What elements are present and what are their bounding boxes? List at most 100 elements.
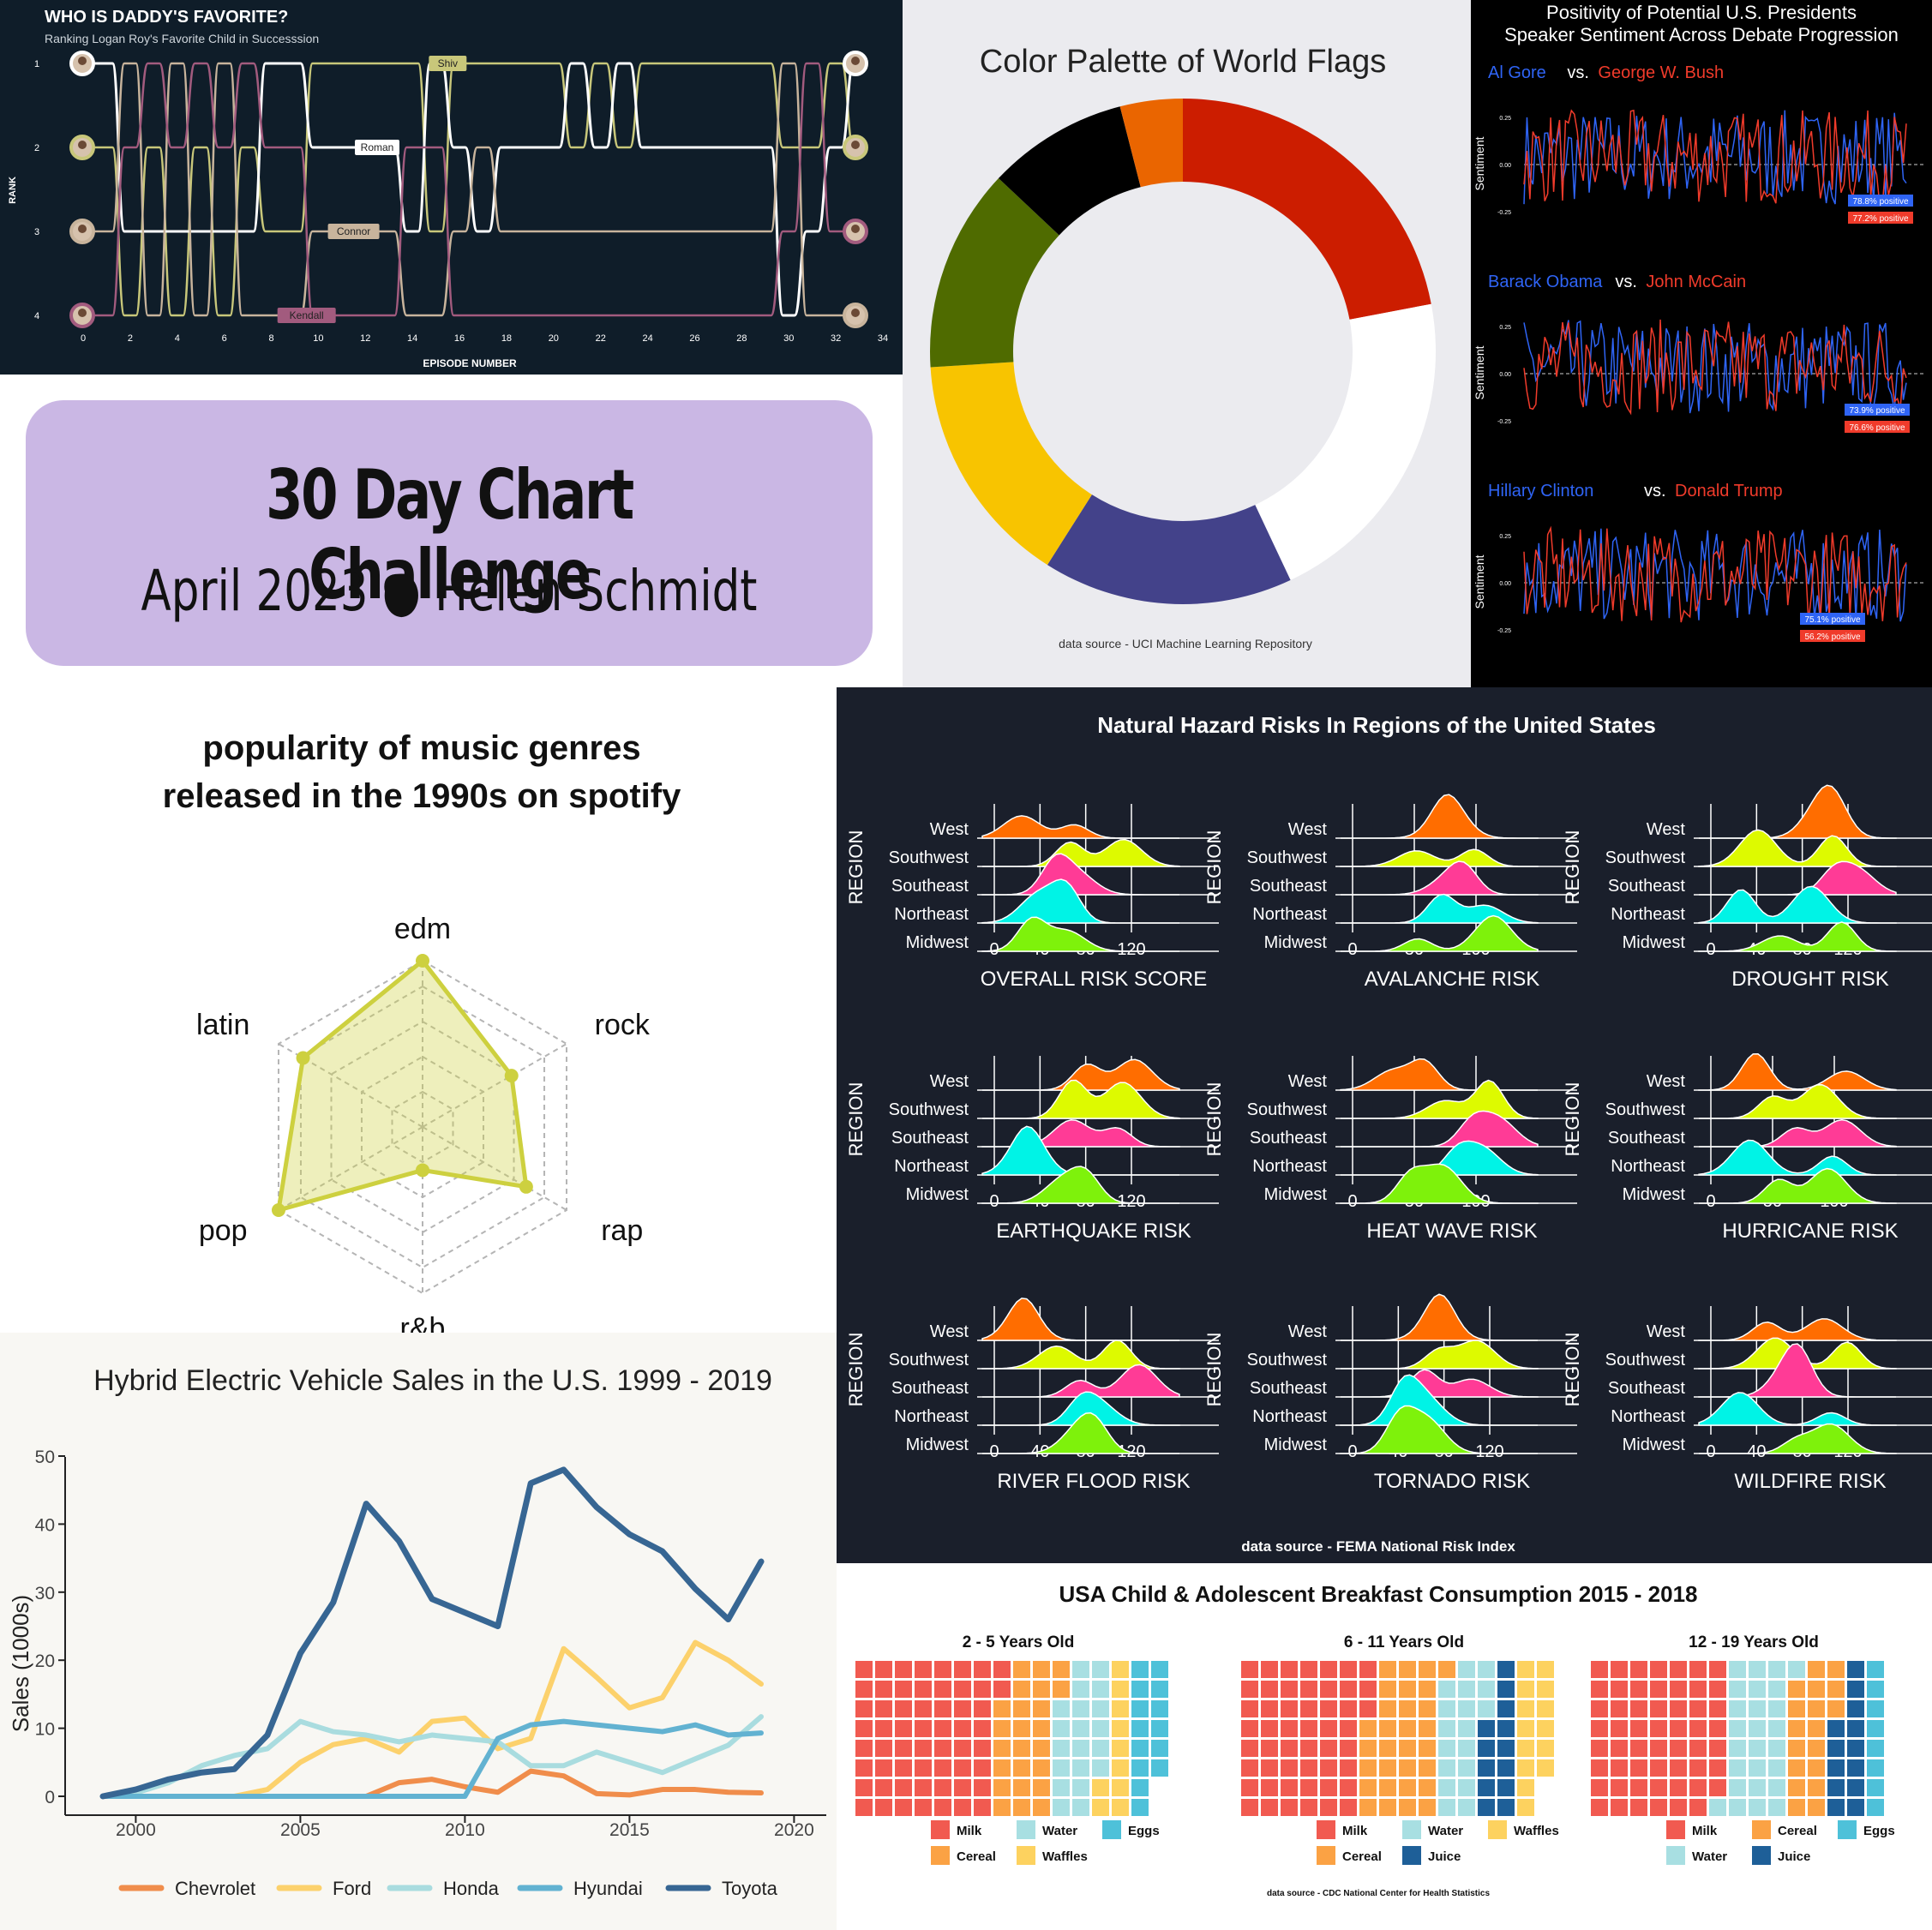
breakfast-cell-milk: [1611, 1700, 1628, 1717]
hazard-ridge-northeast: [981, 878, 1179, 924]
debates-positive-a: 78.8% positive: [1852, 197, 1908, 207]
debates-candidate-a: Al Gore: [1488, 63, 1546, 82]
breakfast-cell-cereal: [1359, 1799, 1377, 1816]
breakfast-cell-cereal: [1788, 1779, 1805, 1796]
breakfast-cell-milk: [974, 1700, 991, 1717]
debates-y-tick: 0.00: [1499, 163, 1511, 169]
hazard-panel-label: HEAT WAVE RISK: [1366, 1220, 1537, 1243]
breakfast-legend-swatch-juice: [1402, 1846, 1421, 1865]
breakfast-cell-cereal: [1013, 1799, 1030, 1816]
succession-avatar-face: [78, 57, 87, 65]
breakfast-cell-water: [1053, 1700, 1070, 1717]
succession-x-tick: 4: [175, 333, 180, 344]
hazard-region-label-northeast: Northeast: [894, 1407, 969, 1426]
breakfast-cell-milk: [895, 1740, 912, 1757]
breakfast-cell-milk: [895, 1700, 912, 1717]
debates-subtitle: Speaker Sentiment Across Debate Progress…: [1504, 24, 1899, 45]
breakfast-cell-waffles: [1517, 1779, 1534, 1796]
hazard-region-label-midwest: Midwest: [906, 1436, 969, 1454]
breakfast-cell-milk: [1591, 1681, 1608, 1698]
hazard-region-label-southwest: Southwest: [1605, 848, 1686, 867]
hazard-panel-label: OVERALL RISK SCORE: [981, 968, 1208, 991]
breakfast-cell-cereal: [1379, 1720, 1396, 1737]
radar-point-rap: [519, 1179, 533, 1194]
hazard-caption: data source - FEMA National Risk Index: [1241, 1538, 1515, 1555]
hazard-x-tick: 0: [1347, 940, 1357, 959]
hazard-ridge-midwest: [1341, 914, 1539, 952]
breakfast-cell-milk: [1320, 1661, 1337, 1678]
breakfast-cell-cereal: [1808, 1799, 1825, 1816]
breakfast-cell-milk: [1670, 1799, 1687, 1816]
breakfast-cell-milk: [1689, 1681, 1707, 1698]
breakfast-cell-cereal: [1827, 1681, 1845, 1698]
radar-axis-label-pop: pop: [199, 1214, 248, 1247]
breakfast-cell-milk: [1281, 1661, 1298, 1678]
debates-title: Positivity of Potential U.S. Presidents: [1546, 2, 1857, 23]
breakfast-cell-juice: [1847, 1661, 1864, 1678]
breakfast-cell-milk: [1670, 1661, 1687, 1678]
breakfast-cell-milk: [1359, 1661, 1377, 1678]
debates-positive-b: 76.6% positive: [1849, 423, 1905, 433]
breakfast-cell-cereal: [1379, 1779, 1396, 1796]
hybrid-legend-label-ford: Ford: [333, 1878, 371, 1899]
breakfast-cell-milk: [1281, 1720, 1298, 1737]
succession-x-tick: 22: [596, 333, 606, 344]
hazard-region-label-southeast: Southeast: [1608, 1129, 1686, 1148]
breakfast-legend-label-water: Water: [1042, 1824, 1077, 1838]
breakfast-cell-milk: [1340, 1799, 1357, 1816]
breakfast-cell-cereal: [1808, 1759, 1825, 1777]
breakfast-cell-water: [1729, 1661, 1746, 1678]
debates-y-tick: 0.25: [1499, 325, 1511, 331]
hybrid-x-tick: 2020: [774, 1820, 814, 1840]
radar-grid-outer: [277, 959, 568, 1295]
hazard-region-label-southwest: Southwest: [1247, 848, 1328, 867]
hazard-region-label-midwest: Midwest: [1264, 933, 1328, 952]
succession-avatar-face: [78, 141, 87, 149]
breakfast-cell-milk: [974, 1681, 991, 1698]
hybrid-y-tick: 30: [35, 1584, 55, 1603]
breakfast-cell-juice: [1827, 1759, 1845, 1777]
hazard-region-label-southwest: Southwest: [1247, 1351, 1328, 1370]
hazard-ridge-west: [1699, 784, 1897, 839]
breakfast-cell-water: [1729, 1681, 1746, 1698]
breakfast-cell-milk: [895, 1661, 912, 1678]
breakfast-cell-water: [1788, 1661, 1805, 1678]
hazard-region-label-midwest: Midwest: [1623, 933, 1686, 952]
breakfast-cell-milk: [1611, 1759, 1628, 1777]
breakfast-legend-label-water: Water: [1428, 1824, 1463, 1838]
hazard-region-label-southwest: Southwest: [889, 1100, 969, 1119]
breakfast-waffle-chart: USA Child & Adolescent Breakfast Consump…: [855, 1581, 1895, 1898]
breakfast-cell-milk: [1591, 1759, 1608, 1777]
hazard-ridge-southeast: [1698, 1343, 1896, 1398]
breakfast-cell-water: [1768, 1740, 1785, 1757]
radar-title-line2: released in the 1990s on spotify: [163, 777, 681, 815]
breakfast-cell-juice: [1847, 1740, 1864, 1757]
breakfast-legend-swatch-water: [1666, 1846, 1685, 1865]
breakfast-cell-water: [1768, 1799, 1785, 1816]
breakfast-legend-swatch-cereal: [931, 1846, 950, 1865]
breakfast-cell-milk: [855, 1779, 873, 1796]
breakfast-cell-milk: [1320, 1759, 1337, 1777]
breakfast-cell-waffles: [1112, 1799, 1129, 1816]
breakfast-cell-milk: [875, 1740, 892, 1757]
breakfast-cell-juice: [1497, 1661, 1515, 1678]
breakfast-cell-milk: [1340, 1740, 1357, 1757]
breakfast-cell-eggs: [1131, 1681, 1149, 1698]
breakfast-cell-milk: [934, 1740, 951, 1757]
breakfast-cell-cereal: [1419, 1720, 1436, 1737]
breakfast-cell-milk: [974, 1661, 991, 1678]
breakfast-cell-cereal: [1013, 1759, 1030, 1777]
hazard-region-label-west: West: [1288, 820, 1328, 839]
breakfast-cell-milk: [1241, 1759, 1258, 1777]
succession-line-kendall: [83, 62, 860, 317]
breakfast-cell-juice: [1847, 1759, 1864, 1777]
breakfast-cell-milk: [1241, 1779, 1258, 1796]
breakfast-cell-water: [1092, 1681, 1109, 1698]
hazard-region-label-midwest: Midwest: [1623, 1436, 1686, 1454]
breakfast-cell-milk: [875, 1759, 892, 1777]
hazard-ridge-southwest: [981, 1340, 1180, 1370]
breakfast-cell-milk: [1340, 1661, 1357, 1678]
hazard-x-tick: 120: [1117, 940, 1145, 959]
breakfast-cell-milk: [993, 1681, 1011, 1698]
breakfast-cell-water: [1729, 1779, 1746, 1796]
